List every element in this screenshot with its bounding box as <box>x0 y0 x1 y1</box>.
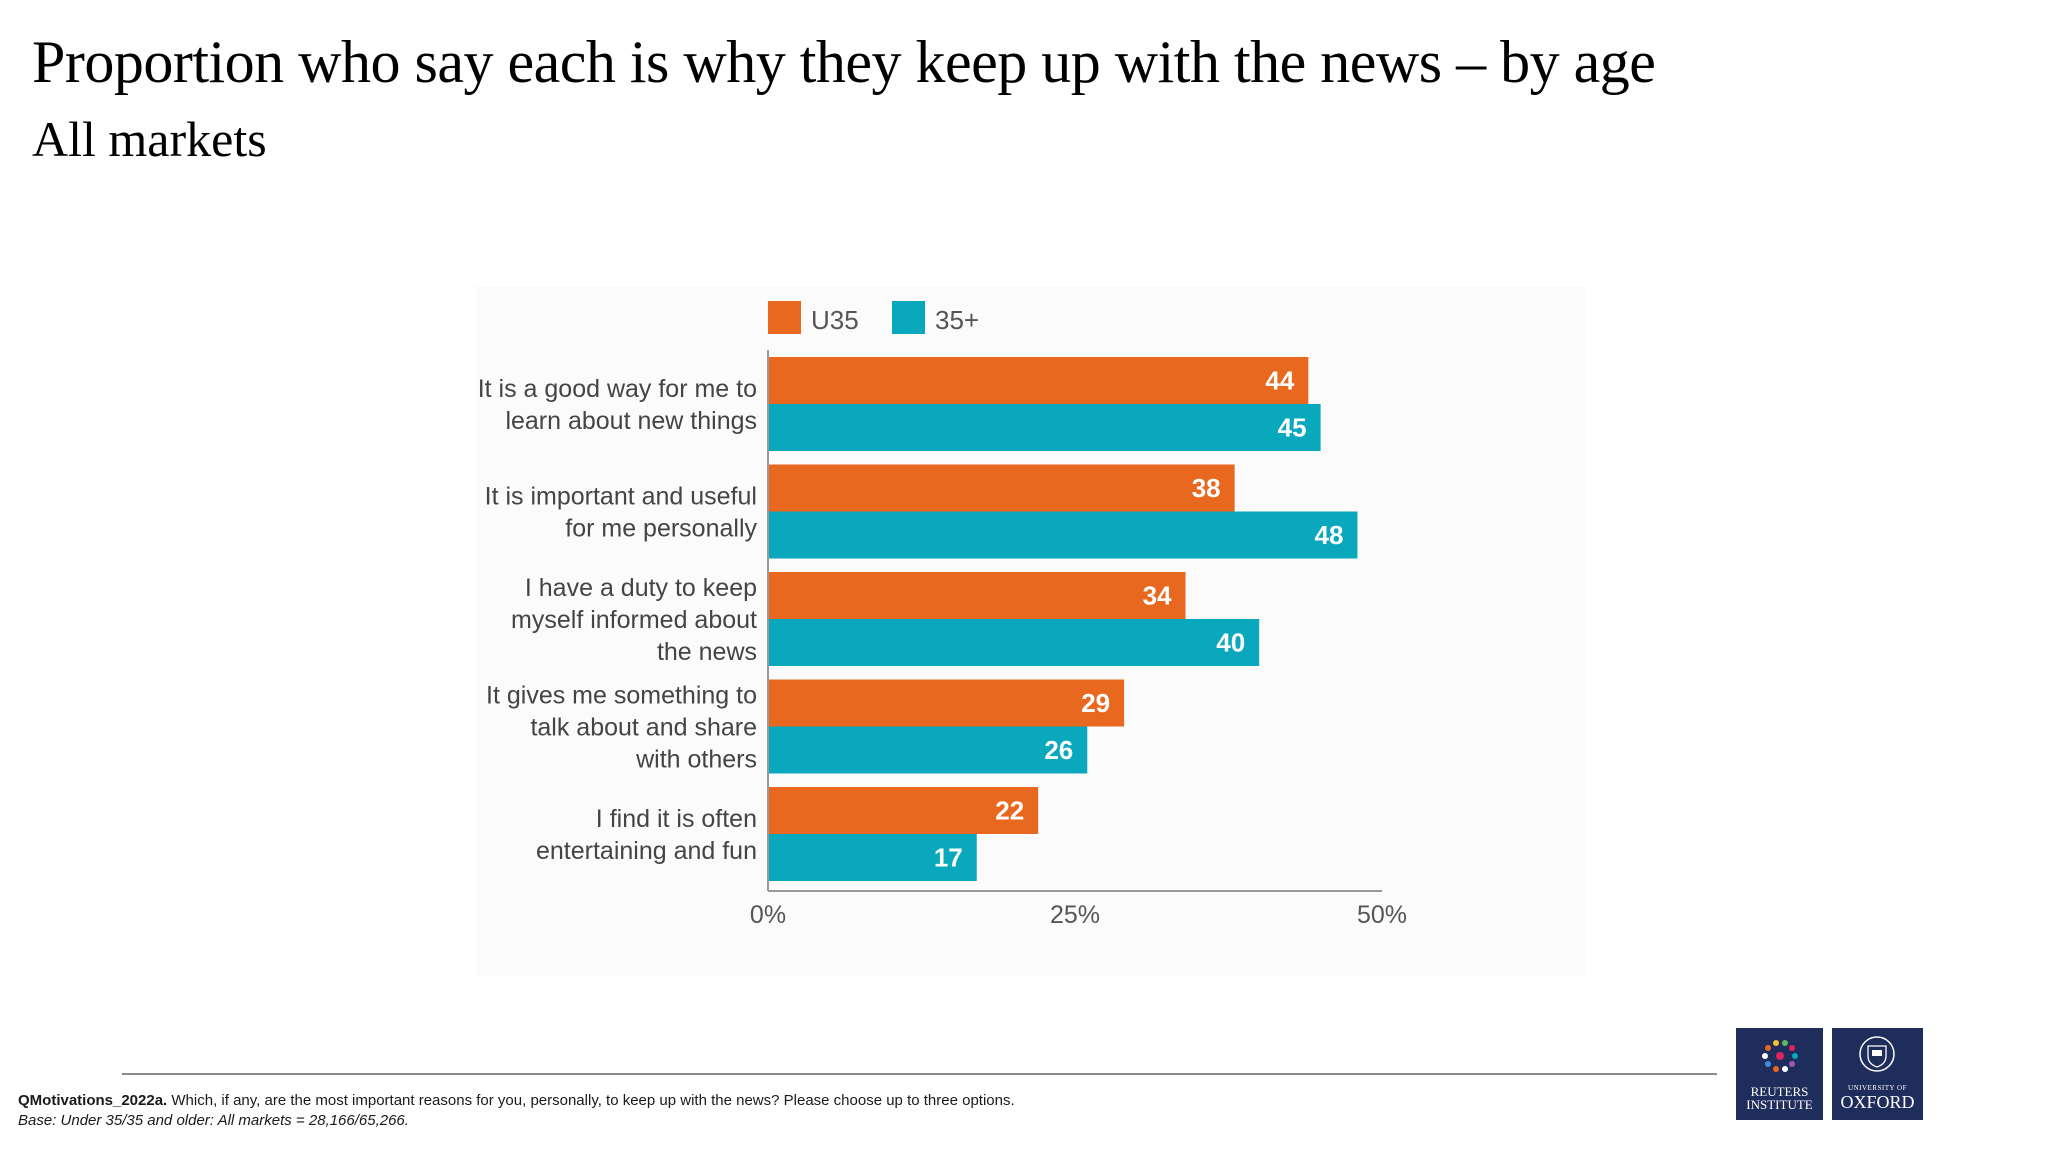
category-label-4-0: I find it is often <box>596 805 757 833</box>
bar-2-1 <box>768 619 1260 666</box>
footnote: QMotivations_2022a. Which, if any, are t… <box>18 1091 1015 1131</box>
bar-3-0 <box>768 679 1125 727</box>
reuters-logo-line1: REUTERS <box>1750 1084 1809 1099</box>
question-text: Which, if any, are the most important re… <box>167 1092 1015 1109</box>
category-label-3-0: It gives me something to <box>486 682 757 710</box>
category-label-1-1: for me personally <box>565 515 757 543</box>
category-label-3-2: with others <box>635 746 757 774</box>
oxford-logo-small: UNIVERSITY OF <box>1848 1084 1907 1092</box>
legend-label-1: 35+ <box>935 305 979 335</box>
reuters-logo-line2: INSTITUTE <box>1746 1097 1813 1112</box>
oxford-crest-icon <box>1859 1036 1895 1072</box>
category-label-2-1: myself informed about <box>511 606 757 634</box>
bar-0-1 <box>768 404 1321 451</box>
oxford-logo: UNIVERSITY OF OXFORD <box>1832 1028 1923 1120</box>
page-subtitle: All markets <box>32 111 267 167</box>
bar-4-1 <box>768 834 977 881</box>
bar-value-label-3-0: 29 <box>1081 688 1110 718</box>
bar-value-label-0-1: 45 <box>1278 413 1307 443</box>
category-label-0-1: learn about new things <box>505 407 757 435</box>
bar-value-label-0-0: 44 <box>1265 366 1294 396</box>
footer-divider <box>122 1073 1717 1075</box>
category-label-0-0: It is a good way for me to <box>478 375 757 403</box>
legend-swatch-1 <box>892 301 925 334</box>
x-tick-label-2: 50% <box>1357 901 1407 929</box>
base-note: Base: Under 35/35 and older: All markets… <box>18 1112 409 1129</box>
bar-1-0 <box>768 464 1235 512</box>
bar-value-label-2-0: 34 <box>1143 581 1172 611</box>
bar-value-label-4-0: 22 <box>995 796 1024 826</box>
bar-chart: U35 35+ 44 45 It is a good way for me to lear… <box>477 301 1408 929</box>
category-label-3-1: talk about and share <box>530 714 757 742</box>
category-label-2-2: the news <box>657 638 757 666</box>
bar-0-0 <box>768 357 1309 404</box>
bar-value-label-1-0: 38 <box>1192 473 1221 503</box>
legend-label-0: U35 <box>811 305 859 335</box>
bar-value-label-3-1: 26 <box>1044 735 1073 765</box>
bar-2-0 <box>768 572 1186 619</box>
x-tick-label-0: 0% <box>750 901 786 929</box>
bar-1-1 <box>768 511 1358 559</box>
bar-4-0 <box>768 787 1039 834</box>
bar-3-1 <box>768 726 1088 774</box>
category-label-1-0: It is important and useful <box>485 483 757 511</box>
reuters-dots-icon <box>1762 1040 1798 1072</box>
bar-value-label-2-1: 40 <box>1216 628 1245 658</box>
oxford-logo-text: OXFORD <box>1840 1092 1915 1112</box>
bar-value-label-1-1: 48 <box>1315 520 1344 550</box>
category-label-4-1: entertaining and fun <box>536 837 757 865</box>
page-title: Proportion who say each is why they keep… <box>32 29 1656 95</box>
category-label-2-0: I have a duty to keep <box>525 574 757 602</box>
legend-swatch-0 <box>768 301 801 334</box>
reuters-institute-logo: REUTERS INSTITUTE <box>1736 1028 1823 1120</box>
question-code: QMotivations_2022a. <box>18 1092 168 1109</box>
bar-value-label-4-1: 17 <box>934 843 963 873</box>
x-tick-label-1: 25% <box>1050 901 1100 929</box>
